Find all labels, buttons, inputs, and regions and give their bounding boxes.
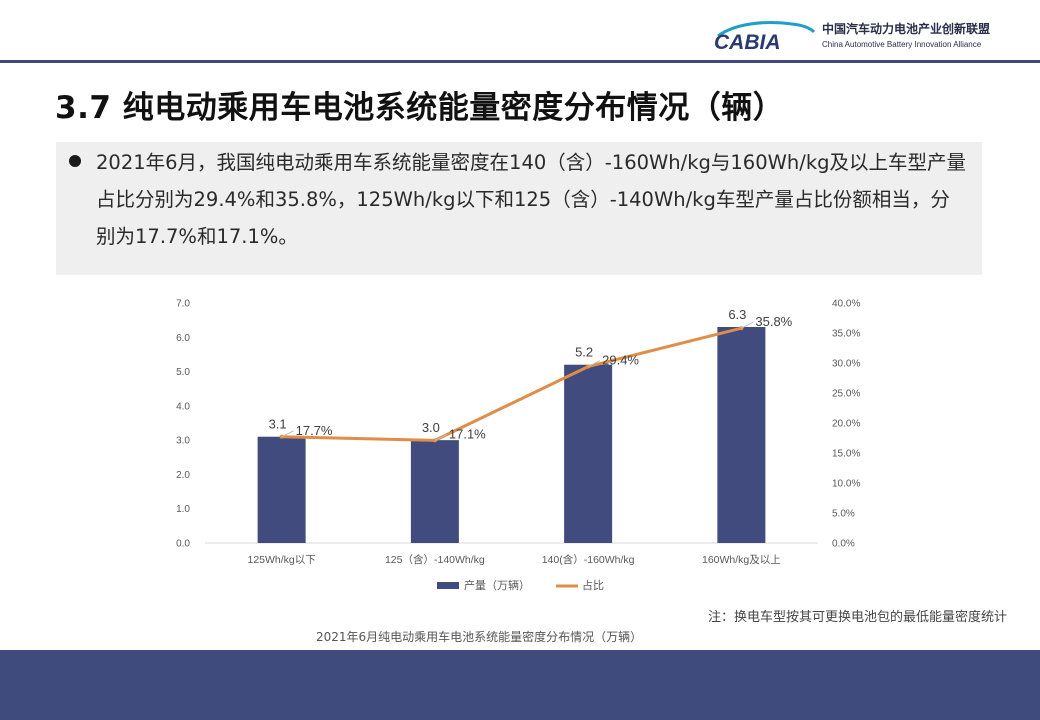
- data-label-leader: [741, 321, 754, 329]
- x-tick-label: 125（含）-140Wh/kg: [385, 553, 485, 566]
- x-tick-label: 125Wh/kg以下: [247, 554, 315, 566]
- bar-value-label: 5.2: [575, 345, 593, 360]
- summary-box: 2021年6月，我国纯电动乘用车系统能量密度在140（含）-160Wh/kg与1…: [56, 142, 982, 275]
- y-right-tick-label: 35.0%: [832, 329, 860, 340]
- cabia-logo: CABIA 中国汽车动力电池产业创新联盟 China Automotive Ba…: [712, 14, 1032, 54]
- bar: [257, 436, 306, 543]
- y-right-tick-label: 5.0%: [832, 509, 855, 520]
- y-left-tick-label: 7.0: [176, 299, 190, 310]
- chart-note: 注：换电车型按其可更换电池包的最低能量密度统计: [708, 610, 1008, 625]
- bar-value-label: 3.1: [269, 417, 287, 432]
- line-value-label: 17.7%: [296, 423, 333, 438]
- line-value-label: 35.8%: [755, 314, 792, 329]
- legend-bar-swatch: [437, 582, 459, 589]
- y-right-tick-label: 0.0%: [832, 539, 855, 550]
- bar: [564, 364, 613, 543]
- data-label-leader: [434, 433, 448, 441]
- chart-caption: 2021年6月纯电动乘用车电池系统能量密度分布情况（万辆）: [316, 630, 643, 644]
- y-left-tick-label: 6.0: [176, 333, 190, 344]
- bar-value-label: 6.3: [728, 307, 746, 322]
- logo-english-name: China Automotive Battery Innovation Alli…: [822, 40, 982, 49]
- y-right-tick-label: 10.0%: [832, 479, 860, 490]
- x-tick-label: 140(含）-160Wh/kg: [542, 553, 635, 566]
- cabia-logo-icon: CABIA: [714, 21, 816, 54]
- footer-band: [0, 650, 1040, 720]
- y-left-tick-label: 4.0: [176, 401, 190, 412]
- x-tick-label: 160Wh/kg及以上: [702, 554, 781, 566]
- line-point: [279, 434, 284, 439]
- summary-text: 2021年6月，我国纯电动乘用车系统能量密度在140（含）-160Wh/kg与1…: [96, 151, 966, 248]
- bar: [717, 327, 766, 543]
- line-point: [739, 326, 744, 331]
- y-right-tick-label: 15.0%: [832, 449, 860, 460]
- legend-bar-label: 产量（万辆）: [464, 578, 530, 592]
- header-rule: [0, 60, 1040, 63]
- line-value-label: 17.1%: [449, 426, 486, 441]
- y-right-tick-label: 25.0%: [832, 389, 860, 400]
- line-point: [586, 364, 591, 369]
- legend-line-label: 占比: [582, 578, 604, 592]
- y-left-tick-label: 1.0: [176, 504, 190, 515]
- y-left-tick-label: 3.0: [176, 436, 190, 447]
- data-label-leader: [281, 430, 294, 438]
- y-left-tick-label: 0.0: [176, 539, 190, 550]
- bar: [410, 440, 459, 543]
- y-right-tick-label: 30.0%: [832, 359, 860, 370]
- y-right-tick-label: 20.0%: [832, 419, 860, 430]
- share-line: [281, 326, 742, 442]
- line-point: [432, 438, 437, 443]
- line-value-label: 29.4%: [602, 353, 639, 368]
- data-label-leader: [587, 360, 601, 368]
- y-left-tick-label: 2.0: [176, 470, 190, 481]
- bullet-icon: [69, 155, 81, 167]
- y-right-tick-label: 40.0%: [832, 299, 860, 310]
- y-left-tick-label: 5.0: [176, 367, 190, 378]
- logo-chinese-name: 中国汽车动力电池产业创新联盟: [822, 22, 991, 36]
- svg-text:CABIA: CABIA: [714, 31, 781, 54]
- bar-value-label: 3.0: [422, 420, 440, 435]
- page-title: 3.7 纯电动乘用车电池系统能量密度分布情况（辆）: [55, 90, 785, 126]
